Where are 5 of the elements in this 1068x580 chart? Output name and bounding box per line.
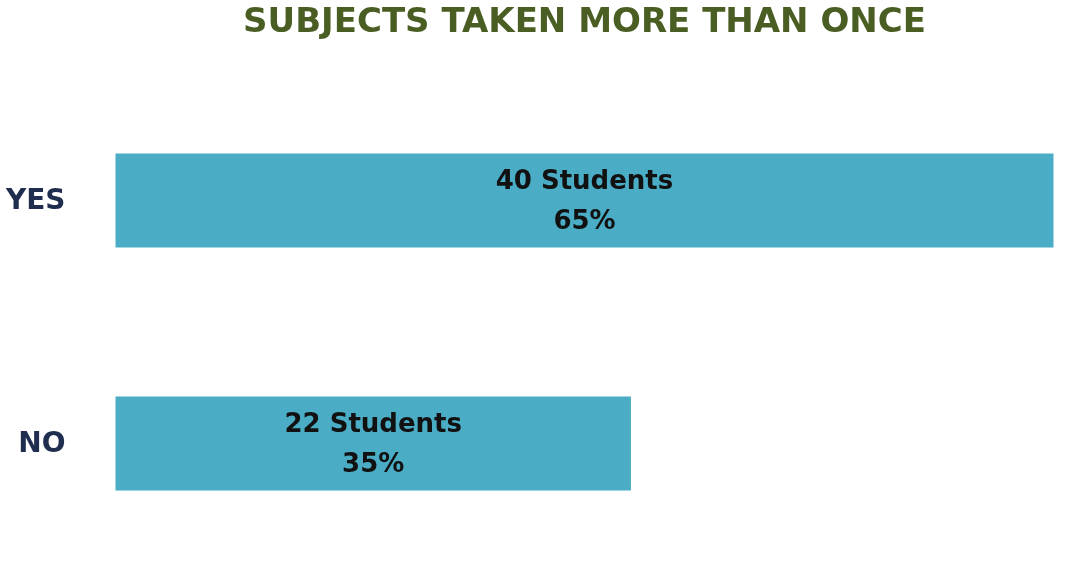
chart-title: SUBJECTS TAKEN MORE THAN ONCE (243, 0, 926, 40)
data-label: 40 Students 65% (495, 164, 674, 235)
y-tick-label: YES (4, 182, 66, 216)
data-label: 22 Students 35% (284, 407, 463, 478)
y-tick-label: NO (18, 425, 66, 459)
